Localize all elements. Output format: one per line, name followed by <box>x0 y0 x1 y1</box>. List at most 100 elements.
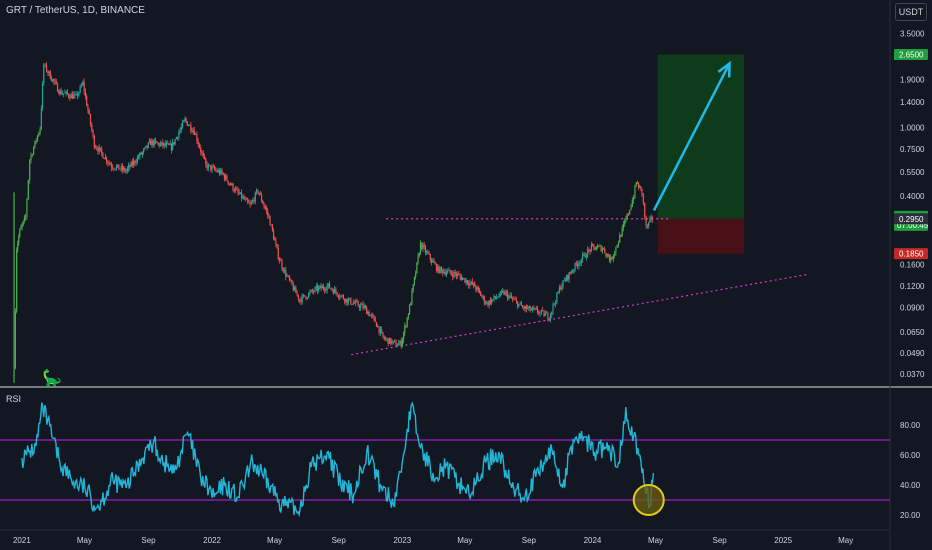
candle-body <box>277 247 279 259</box>
candle-body <box>500 291 503 293</box>
candle-body <box>39 128 41 133</box>
candle-body <box>17 243 19 250</box>
tradingview-dino-icon: 🦕 <box>42 370 62 387</box>
candle-body <box>592 244 594 246</box>
candle-body <box>342 295 345 300</box>
candle-body <box>596 246 599 249</box>
candle-body <box>606 254 608 256</box>
candle-body <box>252 199 254 203</box>
candle-body <box>112 167 114 169</box>
candle-body <box>440 267 443 270</box>
candle-body <box>364 306 367 308</box>
time-tick-label: May <box>267 536 282 545</box>
candle-body <box>301 295 303 303</box>
candle-body <box>621 227 623 237</box>
candle-body <box>582 254 584 260</box>
target-zone[interactable] <box>657 54 745 219</box>
price-tag-label: 2.6500 <box>899 50 924 59</box>
candle-body <box>610 257 612 261</box>
candle-body <box>558 287 561 293</box>
candle-body <box>331 288 333 290</box>
candle-body <box>203 155 206 159</box>
candle-body <box>297 294 299 300</box>
candle-body <box>400 340 402 347</box>
candle-body <box>388 338 391 344</box>
candle-body <box>244 198 246 200</box>
candle-body <box>605 253 607 256</box>
projection-arrow-head[interactable] <box>717 60 731 78</box>
candle-body <box>174 139 176 145</box>
candle-body <box>116 164 119 167</box>
candle-body <box>269 216 271 226</box>
candle-body <box>80 85 83 87</box>
candle-body <box>604 248 606 254</box>
candle-body <box>486 302 488 304</box>
candle-body <box>504 291 506 295</box>
candle-body <box>633 198 635 201</box>
rsi-oversold-highlight[interactable] <box>632 484 665 516</box>
candle-body <box>193 130 195 135</box>
candle-body <box>494 296 496 299</box>
candle-body <box>118 164 120 170</box>
candle-body <box>222 172 224 175</box>
candle-body <box>23 217 25 221</box>
candle-body <box>391 341 393 344</box>
candle-body <box>129 165 131 168</box>
candle-body <box>328 283 331 288</box>
candle-body <box>213 166 216 170</box>
candle-body <box>631 200 633 207</box>
candle-body <box>377 326 379 328</box>
candle-body <box>227 180 229 184</box>
candle-body <box>65 91 67 93</box>
price-tick-label: 1.0000 <box>900 123 925 132</box>
candle-body <box>290 279 292 281</box>
candle-body <box>239 192 241 194</box>
candle-body <box>260 194 263 201</box>
candle-body <box>579 263 581 264</box>
candle-body <box>544 313 546 317</box>
candle-body <box>163 143 165 146</box>
candle-body <box>295 287 297 293</box>
candle-body <box>136 157 138 163</box>
candle-body <box>474 282 476 287</box>
currency-button[interactable]: USDT <box>895 3 927 21</box>
stop-zone[interactable] <box>657 218 745 254</box>
projection-arrow[interactable] <box>652 62 731 211</box>
price-tag <box>894 248 928 260</box>
candle-body <box>103 158 105 160</box>
candle-body <box>375 322 378 327</box>
candle-body <box>79 86 81 93</box>
candle-body <box>575 263 577 265</box>
trendline[interactable] <box>351 273 807 356</box>
candle-body <box>35 140 37 142</box>
candle-body <box>645 216 647 227</box>
candle-body <box>556 292 558 303</box>
candle-body <box>421 242 423 249</box>
candle-body <box>357 301 359 306</box>
candle-body <box>437 266 439 271</box>
candle-body <box>384 338 387 340</box>
candle-body <box>355 301 357 304</box>
candle-body <box>583 253 585 255</box>
candle-body <box>309 291 311 294</box>
candle-body <box>110 164 113 168</box>
candle-body <box>152 140 154 146</box>
candle-body <box>162 142 164 146</box>
candle-body <box>528 306 530 308</box>
candle-body <box>566 275 568 281</box>
candle-body <box>443 271 445 274</box>
candle-body <box>629 209 631 215</box>
price-tag-label: 0.1850 <box>899 250 924 259</box>
candle-body <box>507 292 509 299</box>
time-tick-label: 2021 <box>13 536 31 545</box>
candle-body <box>70 94 72 99</box>
candle-body <box>346 298 348 304</box>
candle-body <box>52 79 54 81</box>
candle-body <box>131 162 133 165</box>
candle-body <box>642 193 644 203</box>
candle-body <box>318 287 320 291</box>
candle-body <box>89 114 92 125</box>
candle-body <box>525 306 527 309</box>
candle-body <box>207 164 209 169</box>
